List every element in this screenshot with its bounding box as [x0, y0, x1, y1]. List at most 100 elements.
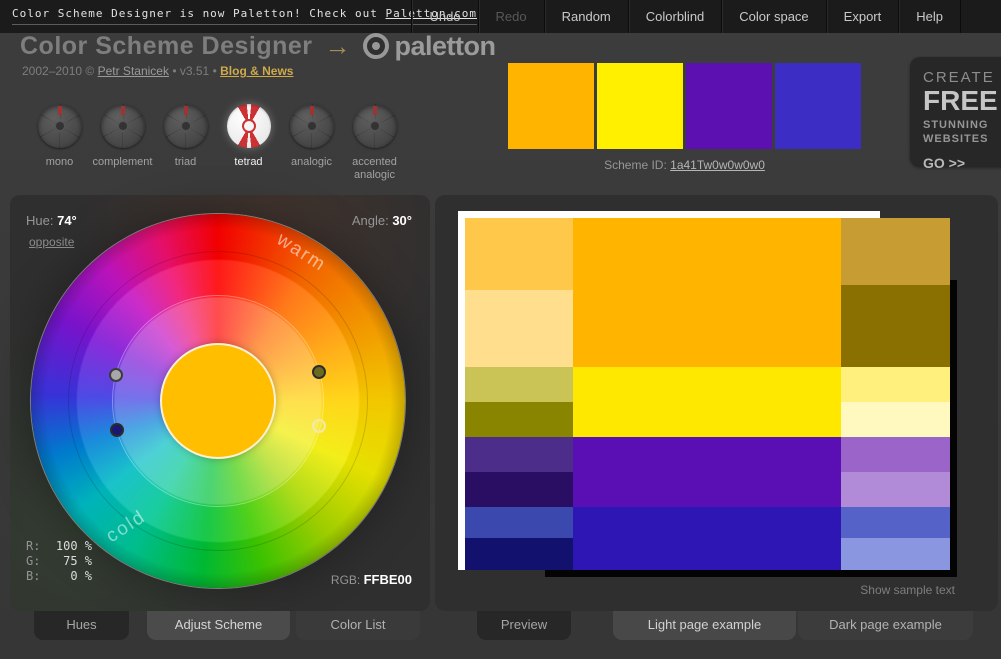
show-sample-text-link[interactable]: Show sample text	[860, 583, 955, 597]
scheme-type-mono[interactable]: mono	[28, 104, 91, 181]
author-link[interactable]: Petr Stanicek	[97, 64, 169, 78]
preview-color-block	[465, 472, 573, 507]
hue-label: Hue:	[26, 213, 54, 228]
scheme-color-swatch-1[interactable]	[508, 63, 594, 149]
tetrad-dial-icon	[226, 104, 271, 148]
paletton-link[interactable]: Paletton.com	[385, 7, 477, 20]
preview-color-block	[841, 285, 950, 367]
scheme-swatches	[508, 63, 861, 149]
tab-color-list[interactable]: Color List	[296, 611, 420, 640]
wheel-marker-quaternary[interactable]	[109, 368, 123, 382]
preview-color-block	[841, 472, 950, 507]
preview-grid-column	[465, 218, 573, 570]
header: Color Scheme Designer → paletton	[20, 30, 496, 62]
arrow-icon: →	[324, 30, 351, 61]
wheel-marker-primary[interactable]	[312, 365, 326, 379]
preview-color-block	[841, 402, 950, 437]
preview-grid	[465, 218, 950, 570]
angle-label: Angle:	[351, 213, 389, 228]
preview-grid-column	[841, 218, 950, 570]
scheme-type-selector: mono complement triad tetrad analogic ac…	[28, 104, 406, 181]
scheme-type-label: tetrad	[234, 156, 263, 168]
menu-item-random[interactable]: Random	[543, 0, 628, 33]
preview-color-block	[573, 218, 841, 367]
preview-color-block	[841, 507, 950, 538]
ad-go-link[interactable]: GO >>	[923, 154, 966, 171]
menu-item-redo[interactable]: Redo	[477, 0, 544, 33]
angle-readout: Angle: 30°	[352, 213, 412, 228]
wheel-center-color	[160, 343, 276, 459]
rgb-hex: RGB: FFBE00	[331, 572, 412, 587]
rgb-g-label: G:	[26, 554, 41, 568]
scheme-id-link[interactable]: 1a41Tw0w0w0w0	[670, 158, 765, 172]
notice-text: Color Scheme Designer is now Paletton! C…	[12, 7, 386, 20]
ad-text: STUNNING	[923, 119, 989, 131]
preview-grid-column	[573, 218, 841, 570]
app-title: Color Scheme Designer	[20, 31, 313, 60]
wheel-marker-secondary[interactable]	[312, 419, 326, 433]
preview-color-block	[465, 538, 573, 570]
preview-color-block	[841, 218, 950, 285]
bullet-separator: •	[212, 64, 217, 78]
wheel-marker-orbit	[112, 295, 324, 507]
wheel-outer-ring	[68, 251, 368, 551]
rgb-r-label: R:	[26, 539, 41, 553]
menu-item-help[interactable]: Help	[898, 0, 961, 33]
rgb-r-value: 100 %	[55, 539, 92, 553]
menu-item-color-space[interactable]: Color space	[721, 0, 825, 33]
preview-color-block	[841, 367, 950, 402]
color-wheel[interactable]: warm cold	[31, 214, 405, 588]
angle-value: 30°	[392, 213, 412, 228]
scheme-type-label: accented analogic	[352, 156, 397, 181]
scheme-type-label: triad	[174, 156, 197, 168]
preview-color-block	[465, 367, 573, 402]
hue-readout: Hue: 74°	[26, 213, 77, 228]
scheme-type-analogic[interactable]: analogic	[280, 104, 343, 181]
ad-text: CREATE	[923, 69, 995, 86]
scheme-color-swatch-4[interactable]	[775, 63, 861, 149]
preview-color-block	[465, 402, 573, 437]
scheme-type-label: complement	[92, 156, 153, 168]
hue-value: 74°	[57, 213, 77, 228]
scheme-type-tetrad[interactable]: tetrad	[217, 104, 280, 181]
ad-banner: CREATE FREE STUNNING WEBSITES GO >>	[910, 57, 1001, 171]
preview-color-block	[841, 538, 950, 570]
tab-preview[interactable]: Preview	[477, 611, 571, 640]
preview-color-block	[841, 437, 950, 472]
paletton-logo-icon	[362, 33, 389, 59]
scheme-type-triad[interactable]: triad	[154, 104, 217, 181]
scheme-id-label: Scheme ID:	[604, 158, 667, 172]
preview-color-block	[465, 437, 573, 472]
ad-text: WEBSITES	[923, 133, 989, 146]
analogic-dial-icon	[289, 104, 334, 148]
tab-light-page-example[interactable]: Light page example	[613, 611, 796, 640]
subtitle: 2002–2010 © Petr Stanicek • v3.51 • Blog…	[22, 64, 293, 78]
tab-dark-page-example[interactable]: Dark page example	[798, 611, 973, 640]
scheme-color-swatch-3[interactable]	[686, 63, 772, 149]
preview-panel: Show sample text	[435, 195, 998, 611]
bullet-separator: •	[172, 64, 177, 78]
rgb-g-value: 75 %	[63, 554, 92, 568]
menu-item-export[interactable]: Export	[825, 0, 899, 33]
opposite-link[interactable]: opposite	[29, 235, 75, 249]
notice: Color Scheme Designer is now Paletton! C…	[12, 7, 477, 25]
paletton-logo-text: paletton	[394, 30, 497, 61]
menu-item-undo[interactable]: Undo	[411, 0, 477, 33]
preview-color-block	[465, 507, 573, 538]
color-wheel-panel: Hue: 74° opposite Angle: 30° warm cold R…	[10, 195, 430, 611]
scheme-color-swatch-2[interactable]	[597, 63, 683, 149]
triad-dial-icon	[163, 104, 208, 148]
scheme-type-label: mono	[45, 156, 74, 168]
menu-item-colorblind[interactable]: Colorblind	[627, 0, 722, 33]
preview-color-block	[573, 507, 841, 570]
scheme-type-accented-analogic[interactable]: accented analogic	[343, 104, 406, 181]
scheme-type-complement[interactable]: complement	[91, 104, 154, 181]
wheel-marker-tertiary[interactable]	[110, 423, 124, 437]
rgb-values: R: 100 % G: 75 % B: 0 %	[26, 539, 92, 584]
copyright-text: 2002–2010 ©	[22, 64, 95, 78]
tab-adjust-scheme[interactable]: Adjust Scheme	[147, 611, 290, 640]
ad-text: FREE	[923, 85, 998, 116]
tab-hues[interactable]: Hues	[34, 611, 129, 640]
blog-news-link[interactable]: Blog & News	[220, 64, 294, 78]
